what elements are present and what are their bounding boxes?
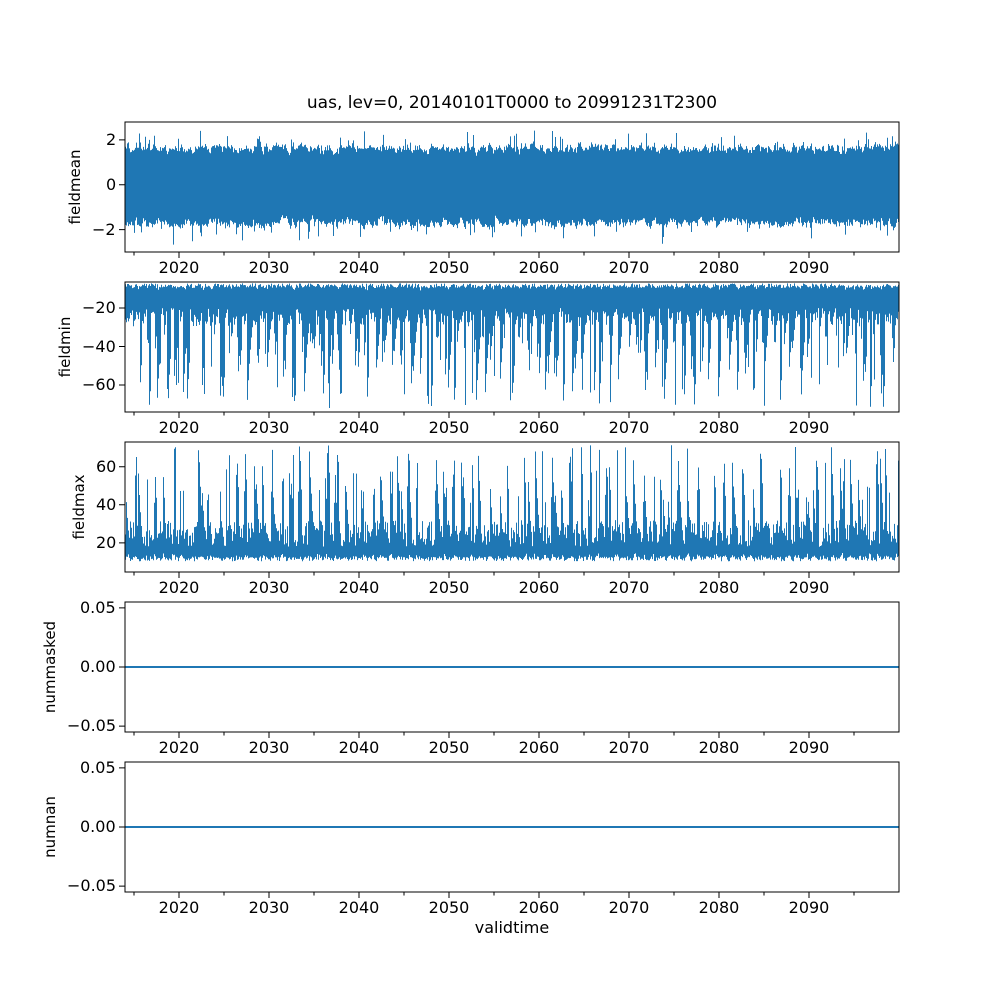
x-tick-label: 2040 xyxy=(338,738,380,757)
x-tick-label: 2020 xyxy=(158,418,200,437)
y-tick-label: 0.05 xyxy=(80,758,116,778)
x-tick-label: 2080 xyxy=(698,418,740,437)
x-tick-label: 2060 xyxy=(518,898,560,917)
x-tick-label: 2070 xyxy=(608,418,650,437)
x-tick-label: 2020 xyxy=(158,258,200,277)
y-tick-label: −20 xyxy=(82,298,116,318)
x-tick-label: 2040 xyxy=(338,578,380,597)
y-tick-label: 60 xyxy=(96,456,117,476)
y-tick-label: 0 xyxy=(106,174,117,194)
x-tick-label: 2080 xyxy=(698,738,740,757)
x-tick-label: 2060 xyxy=(518,258,560,277)
x-tick-label: 2050 xyxy=(428,418,470,437)
x-tick-label: 2060 xyxy=(518,738,560,757)
x-tick-label: 2020 xyxy=(158,578,200,597)
y-tick-label: 0.00 xyxy=(80,657,116,677)
x-tick-label: 2070 xyxy=(608,738,650,757)
y-axis-label-nummasked: nummasked xyxy=(41,620,59,714)
y-tick-label: 2 xyxy=(106,130,117,150)
y-tick-label: 20 xyxy=(96,533,117,553)
series-fieldmin xyxy=(125,283,899,408)
y-tick-label: 40 xyxy=(96,495,117,514)
chart-title: uas, lev=0, 20140101T0000 to 20991231T23… xyxy=(306,93,718,113)
x-axis-label: validtime xyxy=(474,918,550,937)
x-tick-label: 2020 xyxy=(158,738,200,757)
x-tick-label: 2040 xyxy=(338,258,380,277)
x-tick-label: 2030 xyxy=(248,898,290,917)
x-tick-label: 2040 xyxy=(338,898,380,917)
x-tick-label: 2080 xyxy=(698,578,740,597)
x-tick-label: 2030 xyxy=(248,418,290,437)
x-tick-label: 2070 xyxy=(608,898,650,917)
x-tick-label: 2090 xyxy=(788,898,830,917)
x-tick-label: 2070 xyxy=(608,578,650,597)
y-axis-label-numnan: numnan xyxy=(41,796,59,858)
x-tick-label: 2080 xyxy=(698,258,740,277)
tick-marks xyxy=(119,139,855,898)
x-tick-label: 2040 xyxy=(338,418,380,437)
x-tick-label: 2060 xyxy=(518,578,560,597)
axes-frame-fieldmax xyxy=(124,441,900,573)
y-tick-label: −60 xyxy=(82,375,116,395)
x-tick-label: 2030 xyxy=(248,258,290,277)
y-axis-label-fieldmean: fieldmean xyxy=(66,149,84,225)
x-tick-label: 2070 xyxy=(608,258,650,277)
y-tick-label: −40 xyxy=(82,336,116,356)
y-tick-label: −0.05 xyxy=(67,876,117,896)
x-tick-label: 2090 xyxy=(788,578,830,597)
x-tick-label: 2050 xyxy=(428,738,470,757)
x-tick-label: 2030 xyxy=(248,578,290,597)
x-tick-label: 2050 xyxy=(428,258,470,277)
y-tick-label: 0.00 xyxy=(80,817,116,837)
y-tick-label: 0.05 xyxy=(80,598,116,618)
axes-frame-fieldmean xyxy=(124,121,900,253)
y-axis-label-fieldmin: fieldmin xyxy=(56,316,74,378)
x-tick-label: 2020 xyxy=(158,898,200,917)
y-tick-label: −0.05 xyxy=(67,716,117,736)
series-fieldmax xyxy=(125,445,899,562)
y-tick-label: −2 xyxy=(92,219,116,239)
x-tick-label: 2090 xyxy=(788,738,830,757)
x-tick-label: 2050 xyxy=(428,898,470,917)
x-tick-label: 2080 xyxy=(698,898,740,917)
x-tick-label: 2060 xyxy=(518,418,560,437)
x-tick-label: 2030 xyxy=(248,738,290,757)
x-tick-label: 2090 xyxy=(788,258,830,277)
y-axis-label-fieldmax: fieldmax xyxy=(70,474,88,540)
series-fieldmean xyxy=(125,130,899,245)
x-tick-label: 2050 xyxy=(428,578,470,597)
x-tick-label: 2090 xyxy=(788,418,830,437)
